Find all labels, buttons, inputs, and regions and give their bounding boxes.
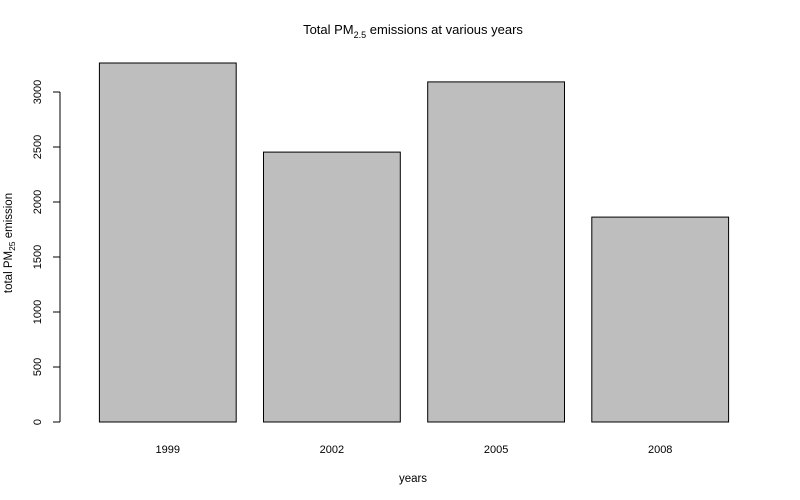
y-tick-label-0: 0 [32,419,44,425]
chart-title: Total PM2.5 emissions at various years [303,22,523,40]
y-tick-label-500: 500 [32,358,44,376]
x-tick-label-2008: 2008 [648,444,672,456]
x-tick-label-2005: 2005 [484,444,508,456]
y-tick-label-2000: 2000 [32,190,44,214]
y-axis-label-subscript: 25 [7,241,17,251]
bar-1999 [98,62,237,423]
x-tick-label-1999: 1999 [156,444,180,456]
y-axis-label: total PM25 emission [3,193,17,293]
y-axis-label-main: total PM [3,251,15,293]
bar-2002 [263,151,401,423]
y-tick-label-3000: 3000 [32,80,44,104]
bars-group [98,62,730,423]
bar-2005 [427,81,566,423]
y-tick-label-1000: 1000 [32,300,44,324]
x-tick-labels: 1999 2002 2005 2008 [156,444,673,456]
chart-title-main: Total PM [303,22,354,37]
x-tick-label-2002: 2002 [320,444,344,456]
bar-2008 [591,216,730,423]
y-axis-label-rest: emission [3,193,15,242]
y-tick-label-2500: 2500 [32,135,44,159]
y-tick-label-1500: 1500 [32,245,44,269]
x-axis-label: years [399,473,427,485]
chart-title-rest: emissions at various years [366,22,523,37]
y-axis: 0 500 1000 1500 2000 2500 3000 [32,80,61,425]
chart-title-subscript: 2.5 [354,30,367,40]
